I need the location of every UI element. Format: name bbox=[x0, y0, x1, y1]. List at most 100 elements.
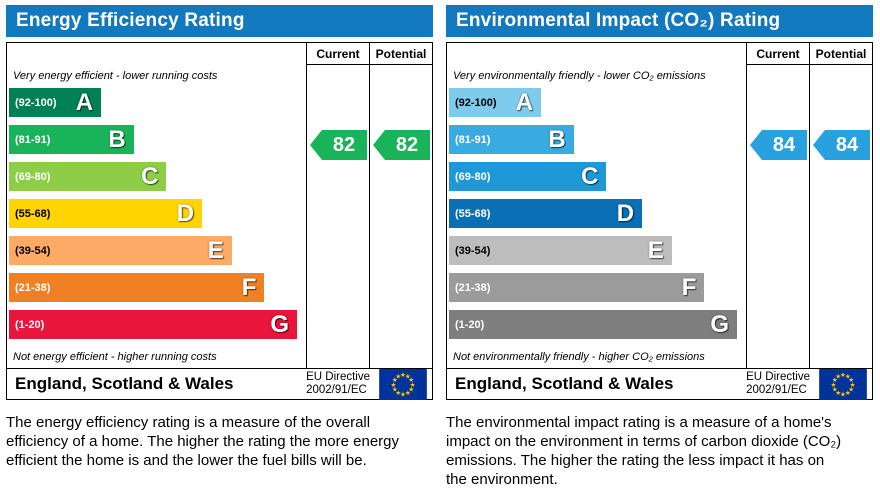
current-rating-arrow: 84 bbox=[750, 130, 807, 160]
svg-text:★: ★ bbox=[408, 376, 414, 383]
svg-text:★: ★ bbox=[410, 381, 416, 388]
band-b: (81-91) B bbox=[449, 125, 574, 154]
energy-current-column: Current 82 bbox=[306, 43, 369, 368]
energy-chart-footer: England, Scotland & Wales EU Directive 2… bbox=[7, 368, 432, 400]
energy-bands-column: Very energy efficient - lower running co… bbox=[7, 43, 306, 368]
svg-text:★: ★ bbox=[831, 381, 837, 388]
co2-panel-title: Environmental Impact (CO₂) Rating bbox=[456, 10, 781, 31]
band-range: (81-91) bbox=[15, 133, 51, 146]
eu-directive-label: EU Directive 2002/91/EC bbox=[306, 371, 370, 397]
svg-text:★: ★ bbox=[848, 386, 854, 393]
band-letter: F bbox=[681, 273, 697, 301]
energy-potential-column: Potential 82 bbox=[369, 43, 432, 368]
band-range: (69-80) bbox=[15, 170, 51, 183]
co2-bottom-note: Not environmentally friendly - higher CO… bbox=[453, 351, 705, 363]
svg-text:★: ★ bbox=[392, 386, 398, 393]
band-letter: B bbox=[548, 125, 566, 153]
band-e: (39-54) E bbox=[449, 236, 672, 265]
band-range: (81-91) bbox=[455, 133, 491, 146]
band-letter: E bbox=[207, 236, 224, 264]
svg-text:★: ★ bbox=[840, 372, 846, 379]
band-range: (1-20) bbox=[455, 318, 485, 331]
region-label: England, Scotland & Wales bbox=[15, 374, 234, 393]
potential-column-header: Potential bbox=[810, 43, 872, 65]
eu-directive-line2: 2002/91/EC bbox=[306, 384, 367, 396]
potential-rating-value: 82 bbox=[395, 133, 419, 156]
band-letter: G bbox=[270, 310, 290, 338]
band-c: (69-80) C bbox=[9, 162, 167, 191]
co2-potential-column: Potential 84 bbox=[809, 43, 872, 368]
potential-rating-value: 84 bbox=[835, 133, 859, 156]
co2-bands: (92-100) A (81-91) B (69-80) C (55-68) bbox=[447, 88, 746, 339]
svg-text:★: ★ bbox=[832, 376, 838, 383]
band-range: (39-54) bbox=[455, 244, 491, 257]
band-letter: C bbox=[141, 162, 159, 190]
band-range: (1-20) bbox=[15, 318, 45, 331]
band-g: (1-20) G bbox=[9, 310, 298, 339]
band-g: (1-20) G bbox=[449, 310, 738, 339]
co2-panel-title-bar: Environmental Impact (CO₂) Rating bbox=[446, 5, 873, 37]
co2-chart-footer: England, Scotland & Wales EU Directive 2… bbox=[447, 368, 872, 400]
potential-arrow-area: 82 bbox=[370, 65, 432, 368]
svg-text:★: ★ bbox=[840, 391, 846, 398]
band-range: (21-38) bbox=[15, 281, 51, 294]
environmental-impact-panel: Environmental Impact (CO₂) Rating Very e… bbox=[446, 5, 873, 489]
band-a: (92-100) A bbox=[449, 88, 542, 117]
svg-text:★: ★ bbox=[408, 386, 414, 393]
potential-rating-arrow: 82 bbox=[373, 130, 430, 160]
svg-text:★: ★ bbox=[832, 386, 838, 393]
co2-description: The environmental impact rating is a mea… bbox=[446, 414, 842, 488]
band-range: (21-38) bbox=[455, 281, 491, 294]
energy-top-note: Very energy efficient - lower running co… bbox=[13, 70, 218, 82]
current-column-header: Current bbox=[747, 43, 809, 65]
band-range: (55-68) bbox=[455, 207, 491, 220]
svg-text:★: ★ bbox=[405, 373, 411, 380]
band-range: (69-80) bbox=[455, 170, 491, 183]
potential-rating-arrow: 84 bbox=[813, 130, 870, 160]
svg-text:★: ★ bbox=[848, 376, 854, 383]
co2-top-note: Very environmentally friendly - lower CO… bbox=[453, 70, 706, 82]
energy-panel-title: Energy Efficiency Rating bbox=[16, 10, 245, 31]
band-range: (92-100) bbox=[455, 96, 497, 109]
band-e: (39-54) E bbox=[9, 236, 232, 265]
region-label: England, Scotland & Wales bbox=[455, 374, 674, 393]
eu-directive-label: EU Directive 2002/91/EC bbox=[746, 371, 810, 397]
eu-flag-icon: ★ ★ ★ ★ ★ ★ ★ ★ ★ ★ ★ ★ bbox=[819, 368, 867, 400]
band-letter: C bbox=[581, 162, 599, 190]
band-d: (55-68) D bbox=[449, 199, 643, 228]
band-letter: B bbox=[108, 125, 126, 153]
svg-text:★: ★ bbox=[835, 389, 841, 396]
current-column-header: Current bbox=[307, 43, 369, 65]
band-range: (39-54) bbox=[15, 244, 51, 257]
energy-panel-title-bar: Energy Efficiency Rating bbox=[6, 5, 433, 37]
current-arrow-area: 82 bbox=[307, 65, 369, 368]
current-rating-value: 84 bbox=[772, 133, 796, 156]
svg-text:★: ★ bbox=[400, 372, 406, 379]
energy-efficiency-panel: Energy Efficiency Rating Very energy eff… bbox=[6, 5, 433, 489]
potential-arrow-area: 84 bbox=[810, 65, 872, 368]
co2-current-column: Current 84 bbox=[746, 43, 809, 368]
eu-directive-line1: EU Directive bbox=[746, 370, 810, 383]
svg-text:★: ★ bbox=[392, 376, 398, 383]
band-letter: D bbox=[616, 199, 635, 227]
band-letter: E bbox=[647, 236, 664, 264]
co2-bands-column: Very environmentally friendly - lower CO… bbox=[447, 43, 746, 368]
band-a: (92-100) A bbox=[9, 88, 102, 117]
band-c: (69-80) C bbox=[449, 162, 607, 191]
energy-description: The energy efficiency rating is a measur… bbox=[6, 414, 400, 469]
band-letter: F bbox=[241, 273, 257, 301]
band-letter: A bbox=[75, 88, 94, 116]
co2-chart-grid: Very environmentally friendly - lower CO… bbox=[447, 43, 872, 368]
energy-rating-chart: Very energy efficient - lower running co… bbox=[6, 42, 433, 400]
current-rating-arrow: 82 bbox=[310, 130, 367, 160]
svg-text:★: ★ bbox=[400, 391, 406, 398]
svg-text:★: ★ bbox=[850, 381, 856, 388]
band-letter: D bbox=[176, 199, 195, 227]
band-d: (55-68) D bbox=[9, 199, 203, 228]
eu-flag-icon: ★ ★ ★ ★ ★ ★ ★ ★ ★ ★ ★ ★ bbox=[379, 368, 427, 400]
svg-text:★: ★ bbox=[395, 373, 401, 380]
potential-column-header: Potential bbox=[370, 43, 432, 65]
current-arrow-area: 84 bbox=[747, 65, 809, 368]
eu-directive-line2: 2002/91/EC bbox=[746, 384, 807, 396]
band-b: (81-91) B bbox=[9, 125, 134, 154]
